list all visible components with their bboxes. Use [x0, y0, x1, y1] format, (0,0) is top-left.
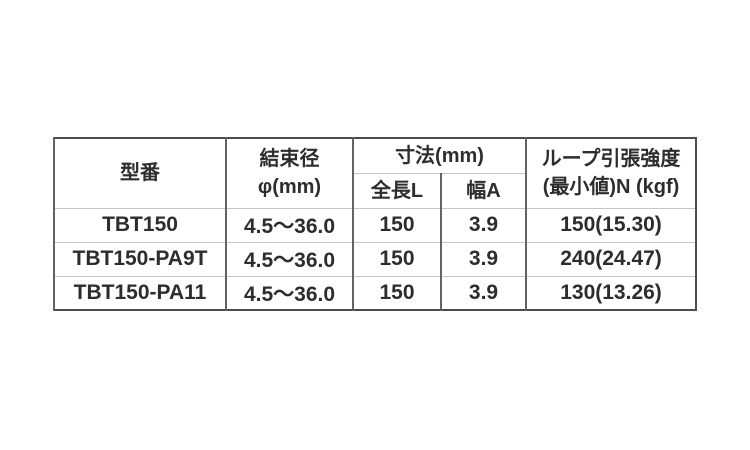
cell-loop-strength: 240(24.47) — [525, 241, 697, 276]
table-row: TBT150 4.5〜36.0 150 3.9 150(15.30) — [53, 207, 697, 242]
cell-model: TBT150-PA11 — [53, 275, 226, 310]
table-row: TBT150-PA11 4.5〜36.0 150 3.9 130(13.26) — [53, 275, 697, 310]
spec-table-body: TBT150 4.5〜36.0 150 3.9 150(15.30) TBT15… — [53, 207, 697, 310]
col-header-model: 型番 — [53, 137, 226, 208]
cell-width-a: 3.9 — [439, 241, 527, 276]
col-header-loop-strength-line1: ループ引張強度 — [541, 148, 681, 171]
cell-model: TBT150-PA9T — [53, 241, 226, 276]
col-header-loop-strength-line2: (最小値)N (kgf) — [542, 176, 680, 199]
cell-total-length: 150 — [352, 207, 441, 242]
col-header-width-a: 幅A — [439, 172, 527, 208]
cell-width-a: 3.9 — [439, 275, 527, 310]
cell-width-a: 3.9 — [439, 207, 527, 242]
col-header-bundle-diameter: 結束径 φ(mm) — [225, 137, 353, 208]
cell-model: TBT150 — [53, 207, 226, 242]
col-header-dimensions-group: 寸法(mm) — [351, 137, 527, 173]
col-header-loop-strength: ループ引張強度 (最小値)N (kgf) — [525, 137, 697, 208]
cell-loop-strength: 150(15.30) — [525, 207, 697, 242]
col-header-total-length: 全長L — [352, 172, 441, 208]
cell-total-length: 150 — [352, 275, 441, 310]
table-row: TBT150-PA9T 4.5〜36.0 150 3.9 240(24.47) — [53, 241, 697, 276]
cell-bundle-diameter: 4.5〜36.0 — [225, 207, 353, 242]
cell-bundle-diameter: 4.5〜36.0 — [225, 275, 353, 310]
spec-table-header: 型番 結束径 φ(mm) 寸法(mm) ループ引張強度 (最小値)N (kgf)… — [53, 137, 697, 208]
cell-loop-strength: 130(13.26) — [525, 275, 697, 310]
cell-bundle-diameter: 4.5〜36.0 — [225, 241, 353, 276]
spec-table: 型番 結束径 φ(mm) 寸法(mm) ループ引張強度 (最小値)N (kgf)… — [53, 137, 698, 311]
cell-total-length: 150 — [352, 241, 441, 276]
col-header-bundle-diameter-line1: 結束径 — [259, 148, 320, 171]
col-header-bundle-diameter-line2: φ(mm) — [257, 176, 322, 199]
